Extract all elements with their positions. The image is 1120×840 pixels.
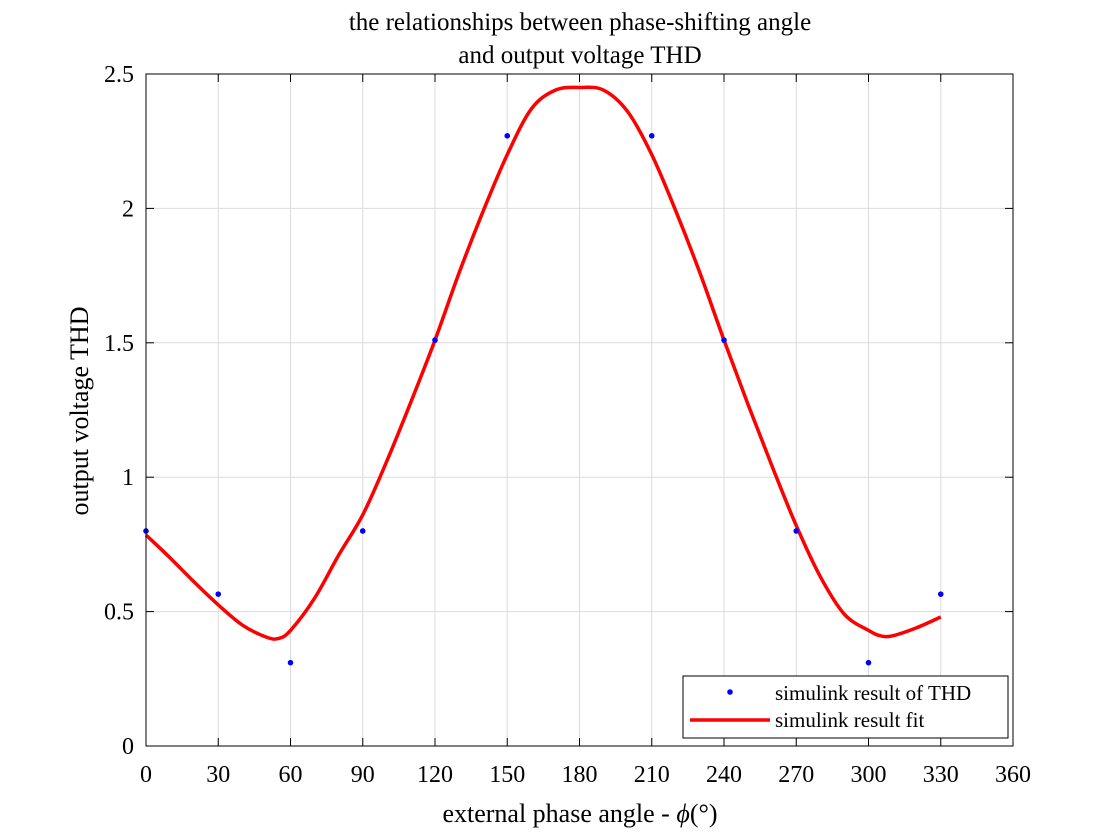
x-axis-label-symbol: ϕ bbox=[676, 799, 689, 828]
legend: simulink result of THD simulink result f… bbox=[682, 675, 1009, 739]
x-tick-label: 90 bbox=[351, 762, 375, 788]
y-tick-label: 2 bbox=[122, 196, 134, 222]
chart-title-line-2: and output voltage THD bbox=[458, 42, 701, 69]
x-tick-label: 300 bbox=[851, 762, 887, 788]
x-tick-label: 120 bbox=[417, 762, 453, 788]
fit-curve bbox=[144, 85, 942, 641]
x-tick-label: 180 bbox=[562, 762, 598, 788]
x-axis-label: external phase angle - ϕ(°) bbox=[442, 799, 717, 828]
x-tick-label: 150 bbox=[489, 762, 525, 788]
x-tick-label: 270 bbox=[778, 762, 814, 788]
x-tick-label: 0 bbox=[140, 762, 152, 788]
x-axis-label-prefix: external phase angle - bbox=[442, 799, 676, 828]
grid-layer bbox=[145, 73, 1014, 747]
x-tick-label: 330 bbox=[923, 762, 959, 788]
data-point bbox=[287, 659, 294, 666]
data-point bbox=[865, 659, 872, 666]
data-point bbox=[648, 133, 655, 139]
x-tick-label: 210 bbox=[634, 762, 670, 788]
y-tick-label: 0 bbox=[122, 734, 134, 760]
chart-title-line-1: the relationships between phase-shifting… bbox=[349, 9, 811, 36]
data-point bbox=[359, 528, 366, 534]
y-tick-label: 1 bbox=[122, 465, 134, 491]
data-point bbox=[793, 528, 800, 534]
fit-layer bbox=[144, 85, 942, 641]
x-tick-label: 60 bbox=[279, 762, 303, 788]
legend-label-points: simulink result of THD bbox=[775, 681, 971, 705]
y-axis-label: output voltage THD bbox=[65, 307, 94, 516]
tick-layer: 0 30 60 90 120 150 180 210 240 270 300 330 360 0 0.5 1 1… bbox=[104, 62, 1031, 788]
legend-box bbox=[682, 675, 1009, 739]
y-tick-label: 1.5 bbox=[104, 331, 134, 357]
y-tick-label: 0.5 bbox=[104, 600, 134, 626]
data-point bbox=[721, 337, 727, 343]
data-point bbox=[432, 337, 438, 343]
legend-label-fit: simulink result fit bbox=[775, 708, 924, 732]
points-layer bbox=[143, 133, 944, 666]
legend-marker-points bbox=[727, 689, 733, 695]
x-axis-label-suffix: (°) bbox=[690, 799, 718, 828]
y-tick-label: 2.5 bbox=[104, 62, 134, 88]
x-tick-label: 360 bbox=[995, 762, 1031, 788]
data-point bbox=[937, 591, 944, 597]
data-point bbox=[504, 133, 511, 139]
data-point bbox=[215, 591, 222, 597]
x-tick-label: 30 bbox=[206, 762, 230, 788]
x-tick-label: 240 bbox=[706, 762, 742, 788]
